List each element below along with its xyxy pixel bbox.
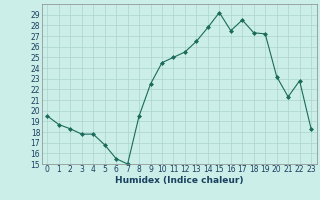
X-axis label: Humidex (Indice chaleur): Humidex (Indice chaleur) <box>115 176 244 185</box>
